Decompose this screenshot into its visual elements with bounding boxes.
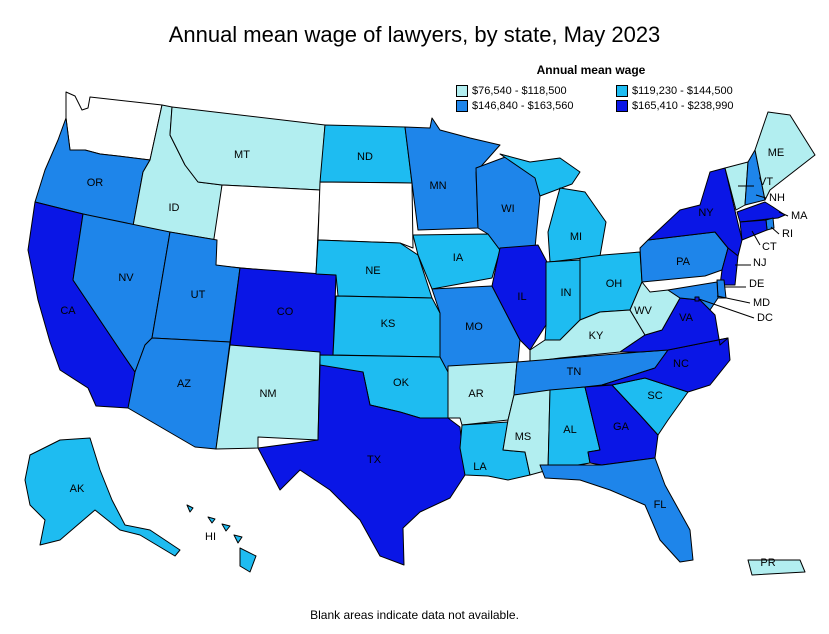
legend: Annual mean wage $76,540 - $118,500 $119… <box>456 63 776 113</box>
state-label-ND: ND <box>357 151 373 163</box>
state-label-MD: MD <box>753 297 770 309</box>
state-label-CO: CO <box>277 306 294 318</box>
state-NJ[interactable] <box>719 247 739 286</box>
state-FL[interactable] <box>539 457 694 563</box>
legend-item-bin-4: $165,410 - $238,990 <box>616 98 776 113</box>
state-label-FL: FL <box>654 499 667 511</box>
leader-line-CT <box>751 230 761 246</box>
legend-item-bin-1: $76,540 - $118,500 <box>456 83 616 98</box>
state-label-PR: PR <box>760 557 775 569</box>
state-WY[interactable] <box>209 184 321 276</box>
state-label-NV: NV <box>118 272 134 284</box>
state-label-MN: MN <box>429 180 446 192</box>
legend-swatch-bin-2 <box>616 84 628 97</box>
leader-line-DC <box>698 298 755 319</box>
legend-swatch-bin-1 <box>456 84 468 97</box>
state-label-GA: GA <box>613 421 630 433</box>
state-label-RI: RI <box>782 228 793 240</box>
legend-item-bin-3: $146,840 - $163,560 <box>456 98 616 113</box>
state-AK[interactable] <box>24 437 181 557</box>
legend-label-bin-1: $76,540 - $118,500 <box>472 84 567 97</box>
state-label-AZ: AZ <box>177 378 191 390</box>
leader-line-NH <box>755 194 767 199</box>
state-label-CA: CA <box>60 305 76 317</box>
state-label-DE: DE <box>749 278 764 290</box>
state-label-MI: MI <box>570 231 582 243</box>
state-label-MO: MO <box>465 321 483 333</box>
state-label-NE: NE <box>365 265 380 277</box>
state-label-MS: MS <box>515 431 532 443</box>
state-label-AK: AK <box>70 483 85 495</box>
state-label-ID: ID <box>169 202 180 214</box>
state-label-DC: DC <box>757 312 773 324</box>
state-label-NC: NC <box>673 358 689 370</box>
state-label-MA: MA <box>791 210 808 222</box>
state-label-ME: ME <box>768 147 785 159</box>
leader-line-RI <box>770 226 780 235</box>
state-label-NH: NH <box>769 192 785 204</box>
leader-line-MA <box>778 211 789 217</box>
state-label-VA: VA <box>679 312 694 324</box>
state-CT[interactable] <box>739 219 768 241</box>
legend-item-bin-2: $119,230 - $144,500 <box>616 83 776 98</box>
state-label-MT: MT <box>234 149 250 161</box>
legend-swatch-bin-3 <box>456 99 468 112</box>
state-label-LA: LA <box>473 461 487 473</box>
state-label-HI: HI <box>205 531 216 543</box>
state-ME[interactable] <box>754 111 816 201</box>
state-label-IL: IL <box>517 291 526 303</box>
state-label-OR: OR <box>87 177 104 189</box>
state-DE[interactable] <box>716 279 727 299</box>
footnote: Blank areas indicate data not available. <box>310 608 519 622</box>
legend-label-bin-4: $165,410 - $238,990 <box>632 99 734 112</box>
legend-label-bin-2: $119,230 - $144,500 <box>632 84 733 97</box>
state-label-PA: PA <box>676 256 691 268</box>
state-label-NM: NM <box>259 388 276 400</box>
legend-title: Annual mean wage <box>536 63 646 77</box>
state-label-AL: AL <box>563 424 576 436</box>
state-label-VT: VT <box>759 176 773 188</box>
state-DC[interactable] <box>694 296 700 302</box>
state-label-NY: NY <box>698 207 714 219</box>
state-TX[interactable] <box>257 364 466 566</box>
state-label-TN: TN <box>567 366 582 378</box>
state-MN[interactable] <box>404 117 501 231</box>
state-MD[interactable] <box>667 281 719 311</box>
state-label-SC: SC <box>647 390 662 402</box>
state-label-TX: TX <box>367 454 382 466</box>
state-label-KS: KS <box>381 318 396 330</box>
state-label-WV: WV <box>634 305 652 317</box>
state-PR[interactable] <box>747 559 806 576</box>
state-label-OK: OK <box>393 377 410 389</box>
state-label-IN: IN <box>561 287 572 299</box>
state-label-UT: UT <box>191 289 206 301</box>
state-label-IA: IA <box>453 252 464 264</box>
state-SD[interactable] <box>317 181 414 249</box>
legend-swatch-bin-4 <box>616 99 628 112</box>
state-label-KY: KY <box>589 330 604 342</box>
map-title: Annual mean wage of lawyers, by state, M… <box>168 22 661 47</box>
state-AZ[interactable] <box>127 337 231 450</box>
state-label-WI: WI <box>501 203 514 215</box>
state-NM[interactable] <box>215 344 321 450</box>
state-NY[interactable] <box>647 167 743 257</box>
leader-line-MD <box>716 295 751 304</box>
state-MI[interactable] <box>499 153 607 263</box>
state-HI[interactable] <box>186 504 257 573</box>
legend-label-bin-3: $146,840 - $163,560 <box>472 99 574 112</box>
state-label-CT: CT <box>762 241 777 253</box>
state-IL[interactable] <box>491 244 548 351</box>
state-label-AR: AR <box>468 388 483 400</box>
state-label-OH: OH <box>606 278 623 290</box>
state-label-NJ: NJ <box>753 257 766 269</box>
state-NC[interactable] <box>601 337 731 393</box>
